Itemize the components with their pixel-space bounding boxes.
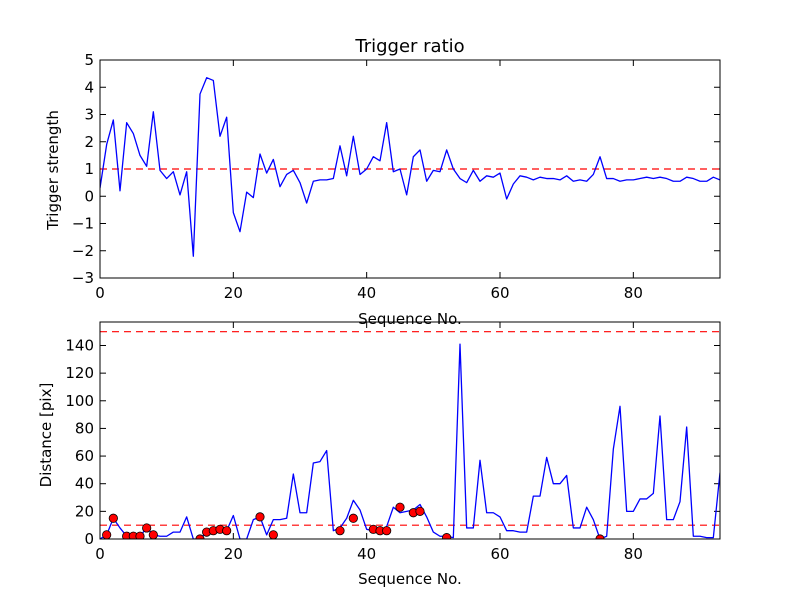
data-point-marker bbox=[442, 533, 452, 539]
y-tick-label: 0 bbox=[84, 530, 94, 548]
y-tick-label: −2 bbox=[72, 242, 94, 260]
plot-area bbox=[99, 321, 721, 540]
data-point-marker bbox=[395, 502, 405, 512]
axes-frame bbox=[99, 321, 721, 540]
plot-area bbox=[99, 59, 721, 279]
trigger-ratio-chart: Trigger ratio Sequence No. Trigger stren… bbox=[44, 36, 721, 328]
axes-frame bbox=[99, 59, 721, 279]
data-point-marker bbox=[222, 526, 232, 536]
tick-group: 0 20 40 60 80 −3 −2 −1 0 1 2 3 4 5 bbox=[72, 51, 720, 302]
x-tick-label: 80 bbox=[624, 545, 643, 563]
y-axis-label: Distance [pix] bbox=[37, 383, 55, 488]
y-tick-label: −1 bbox=[72, 215, 94, 233]
y-tick-label: 5 bbox=[84, 51, 94, 69]
y-tick-label: 60 bbox=[75, 447, 94, 465]
x-tick-label: 20 bbox=[224, 545, 243, 563]
data-point-marker bbox=[108, 513, 118, 523]
data-point-marker bbox=[102, 530, 112, 539]
y-tick-label: −3 bbox=[72, 269, 94, 287]
y-axis-label: Trigger strength bbox=[44, 110, 62, 231]
tick-group: 0 20 40 60 80 0 20 40 60 80 100 120 140 bbox=[65, 322, 720, 563]
data-point-marker bbox=[348, 513, 358, 523]
x-axis-label: Sequence No. bbox=[358, 310, 462, 328]
y-tick-label: 4 bbox=[84, 78, 94, 96]
series-line bbox=[100, 77, 720, 257]
plot-clip-group bbox=[100, 331, 720, 539]
data-point-marker bbox=[268, 530, 278, 539]
data-point-marker bbox=[148, 530, 158, 539]
x-tick-label: 0 bbox=[95, 545, 105, 563]
x-tick-label: 60 bbox=[490, 284, 509, 302]
y-tick-label: 40 bbox=[75, 475, 94, 493]
data-point-marker bbox=[135, 531, 145, 539]
plot-clip-group bbox=[100, 77, 720, 257]
data-point-marker bbox=[255, 512, 265, 522]
data-point-marker bbox=[142, 523, 152, 533]
y-tick-label: 120 bbox=[65, 364, 94, 382]
data-point-marker bbox=[335, 526, 345, 536]
y-tick-label: 20 bbox=[75, 502, 94, 520]
chart-title: Trigger ratio bbox=[354, 36, 464, 57]
data-point-marker bbox=[382, 526, 392, 536]
x-tick-label: 80 bbox=[624, 284, 643, 302]
y-tick-label: 2 bbox=[84, 133, 94, 151]
x-tick-label: 40 bbox=[357, 545, 376, 563]
y-tick-label: 0 bbox=[84, 187, 94, 205]
x-axis-label: Sequence No. bbox=[358, 570, 462, 588]
x-tick-label: 0 bbox=[95, 284, 105, 302]
y-tick-label: 80 bbox=[75, 419, 94, 437]
y-tick-label: 100 bbox=[65, 392, 94, 410]
distance-chart: Sequence No. Distance [pix] 0 20 40 60 80 0 20… bbox=[37, 321, 721, 588]
x-tick-label: 40 bbox=[357, 284, 376, 302]
data-point-marker bbox=[415, 506, 425, 516]
y-tick-label: 1 bbox=[84, 160, 94, 178]
x-tick-label: 60 bbox=[490, 545, 509, 563]
y-tick-label: 140 bbox=[65, 336, 94, 354]
x-tick-label: 20 bbox=[224, 284, 243, 302]
y-tick-label: 3 bbox=[84, 106, 94, 124]
